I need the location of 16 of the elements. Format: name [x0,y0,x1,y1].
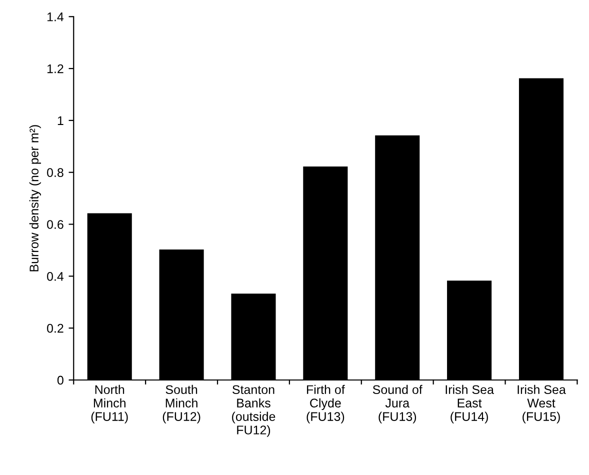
y-tick-label: 1.4 [47,12,64,22]
y-tick-label: 0.6 [47,220,64,229]
x-tick-label: North Minch (FU11) [91,384,128,424]
x-tick-label: Irish Sea West (FU15) [518,384,566,424]
x-tick-label: Firth of Clyde (FU13) [306,384,345,424]
y-tick-label: 1.2 [47,64,64,74]
x-tick-label: South Minch (FU12) [162,384,200,424]
x-tick-label: Irish Sea East (FU14) [446,384,494,424]
y-tick-label: 0.8 [47,168,64,178]
x-tick-label: Sound of Jura (FU13) [372,384,422,424]
x-tick-label: Stanton Banks (outside FU12) [232,385,276,437]
y-axis-title: Burrow density (no per m²) [29,125,41,272]
y-tick-label: 0 [57,376,64,385]
y-tick-label: 1 [58,116,64,125]
y-tick-label: 0.2 [47,324,64,333]
y-tick-label: 0.4 [47,272,64,281]
